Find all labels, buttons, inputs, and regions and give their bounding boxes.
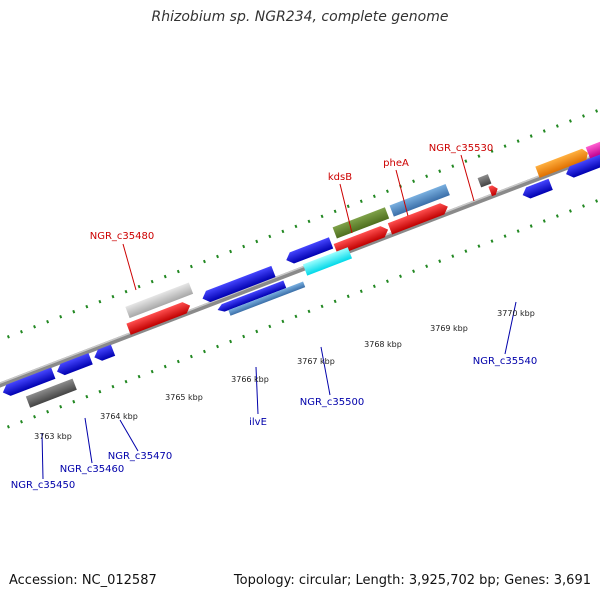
gene-ngr-c35450-dark[interactable] xyxy=(25,378,77,408)
label-ngr-c35460: NGR_c35460 xyxy=(60,464,125,475)
label-ilve: ilvE xyxy=(249,417,267,428)
forward-genes xyxy=(125,136,600,335)
gene-ngr-c35540-blue[interactable] xyxy=(521,178,553,201)
leader-ngr-c35530 xyxy=(460,154,475,202)
gene-ilve-blue-1[interactable] xyxy=(200,265,276,304)
leader-ngr-c35470 xyxy=(119,419,139,452)
gene-pink[interactable] xyxy=(585,136,600,159)
label-ngr-c35470: NGR_c35470 xyxy=(108,451,173,462)
gene-ilve-steel[interactable] xyxy=(228,281,306,316)
reverse-genes xyxy=(1,147,600,408)
gene-ngr-c35460-blue[interactable] xyxy=(55,353,93,377)
gene-ngr-c35480-red[interactable] xyxy=(126,300,192,335)
gene-ilve-blue-2[interactable] xyxy=(216,280,287,313)
leader-lines xyxy=(41,154,517,480)
gene-kdsb-olive[interactable] xyxy=(332,207,390,239)
scale-label: 3766 kbp xyxy=(231,375,269,384)
scale-label: 3763 kbp xyxy=(34,432,72,441)
scale-label: 3764 kbp xyxy=(100,412,138,421)
label-ngr-c35500: NGR_c35500 xyxy=(300,397,365,408)
gene-ngr-c35450-blue[interactable] xyxy=(1,367,56,399)
label-phea: pheA xyxy=(383,158,409,169)
label-ngr-c35540: NGR_c35540 xyxy=(473,356,538,367)
label-ngr-c35530: NGR_c35530 xyxy=(429,143,494,154)
scale-label: 3770 kbp xyxy=(497,309,535,318)
gene-blue-right-1[interactable] xyxy=(564,147,600,180)
scale-label: 3768 kbp xyxy=(364,340,402,349)
gene-ngr-c35470-blue[interactable] xyxy=(92,344,116,363)
gene-ngr-c35530-dark[interactable] xyxy=(477,174,492,188)
gene-phea-red[interactable] xyxy=(387,201,450,235)
leader-ngr-c35460 xyxy=(84,417,93,464)
upper-tick-track xyxy=(6,102,600,339)
scale-label: 3765 kbp xyxy=(165,393,203,402)
map-title: Rhizobium sp. NGR234, complete genome xyxy=(151,9,449,25)
reverse-labels: NGR_c35450 NGR_c35460 NGR_c35470 ilvE NG… xyxy=(11,356,538,491)
gene-orange[interactable] xyxy=(535,147,590,178)
gene-ngr-c35500-cyan[interactable] xyxy=(302,247,353,276)
label-ngr-c35480: NGR_c35480 xyxy=(90,231,155,242)
scale-labels: 3763 kbp 3764 kbp 3765 kbp 3766 kbp 3767… xyxy=(34,309,535,441)
label-ngr-c35450: NGR_c35450 xyxy=(11,480,76,491)
scale-label: 3767 kbp xyxy=(297,357,335,366)
genome-backbone xyxy=(0,135,600,391)
leader-ngr-c35480 xyxy=(122,243,137,291)
label-kdsb: kdsB xyxy=(328,172,352,183)
gene-phea-steel[interactable] xyxy=(389,183,450,217)
scale-label: 3769 kbp xyxy=(430,324,468,333)
leader-ngr-c35500 xyxy=(320,346,331,396)
accession-label: Accession: NC_012587 xyxy=(9,573,157,588)
forward-labels: NGR_c35480 kdsB pheA NGR_c35530 xyxy=(90,143,494,242)
leader-kdsb xyxy=(339,183,353,234)
leader-ngr-c35450 xyxy=(41,432,44,480)
gene-ngr-c35500-blue[interactable] xyxy=(284,237,334,265)
leader-ngr-c35540 xyxy=(504,301,517,355)
leader-phea xyxy=(395,169,409,217)
gene-ngr-c35530-red[interactable] xyxy=(488,184,499,197)
genome-summary: Topology: circular; Length: 3,925,702 bp… xyxy=(233,573,591,588)
leader-ilve xyxy=(255,366,259,415)
gene-ngr-c35480-grey[interactable] xyxy=(125,282,194,319)
